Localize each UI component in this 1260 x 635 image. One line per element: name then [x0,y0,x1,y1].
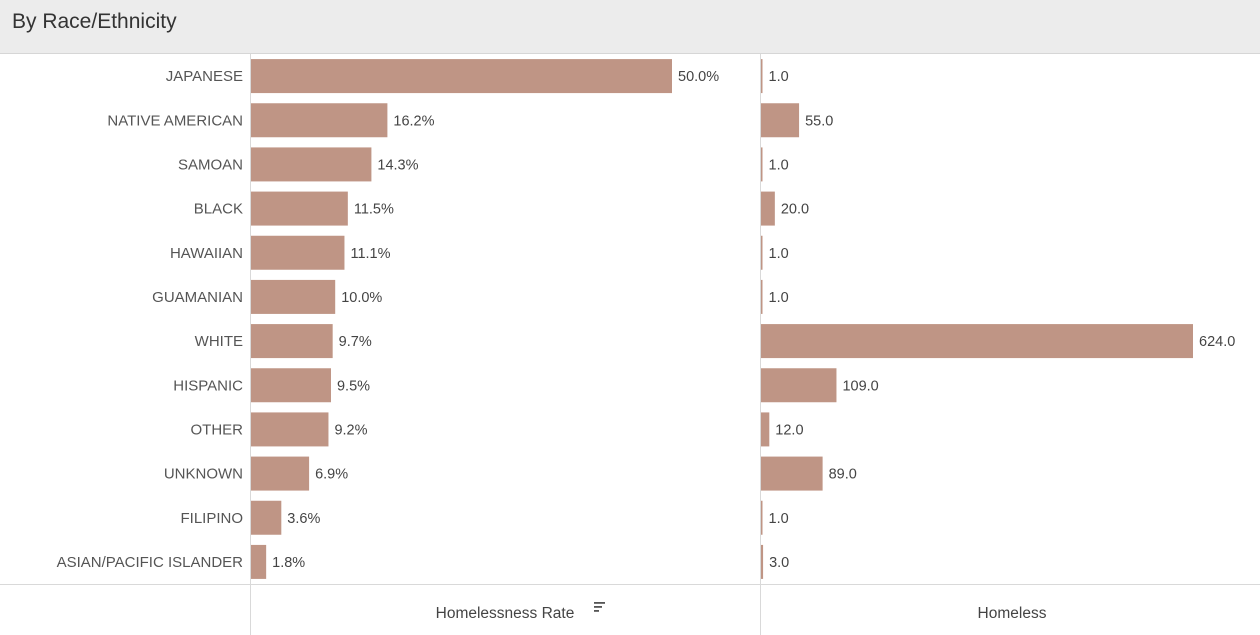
homeless-value-label: 55.0 [805,113,833,129]
homeless-value-label: 1.0 [769,246,789,262]
rate-bar [251,235,345,270]
rate-bar [251,191,348,226]
rate-value-label: 50.0% [678,69,719,85]
homeless-value-label: 1.0 [769,511,789,527]
homeless-bar [761,324,1193,359]
homeless-value-label: 1.0 [769,290,789,306]
homeless-bar [761,235,763,270]
category-label: BLACK [194,201,243,218]
rate-bar [251,279,336,314]
homeless-axis-title: Homeless [978,605,1047,622]
category-label: FILIPINO [180,510,243,527]
rate-value-label: 9.2% [334,422,367,438]
category-label: GUAMANIAN [152,289,243,306]
sort-descending-icon[interactable] [594,602,605,612]
category-label: HAWAIIAN [170,245,243,262]
rate-bar [251,324,333,359]
homeless-value-label: 12.0 [775,422,803,438]
rate-value-label: 3.6% [287,511,320,527]
homeless-bar [761,456,823,491]
homeless-value-label: 1.0 [769,69,789,85]
homeless-bar [761,279,763,314]
category-label: UNKNOWN [164,466,243,483]
category-label: OTHER [191,421,244,438]
rate-bar [251,500,282,535]
rate-value-label: 11.1% [350,246,390,262]
homeless-value-label: 1.0 [769,157,789,173]
homeless-value-label: 109.0 [842,378,878,394]
category-label: SAMOAN [178,156,243,173]
category-label: JAPANESE [166,68,243,85]
rate-bar [251,544,267,579]
homeless-bar [761,147,763,182]
homeless-value-label: 89.0 [829,467,857,483]
chart-header: By Race/Ethnicity [0,0,1260,54]
homeless-bar [761,412,770,447]
homeless-value-label: 624.0 [1199,334,1235,350]
homeless-value-label: 3.0 [769,555,789,571]
rate-value-label: 9.5% [337,378,370,394]
rate-bar [251,103,388,138]
rate-bar [251,59,672,94]
homeless-bar [761,191,775,226]
homeless-bar [761,500,763,535]
rate-value-label: 1.8% [272,555,305,571]
homelessness-rate-axis-title: Homelessness Rate [436,605,575,622]
homeless-bar [761,544,764,579]
homeless-bar [761,368,837,403]
category-label: WHITE [195,333,243,350]
category-label: ASIAN/PACIFIC ISLANDER [57,554,244,571]
rate-bar [251,412,329,447]
category-label: NATIVE AMERICAN [107,112,243,129]
rate-bar [251,147,372,182]
rate-value-label: 6.9% [315,467,348,483]
rate-bar [251,456,310,491]
rate-value-label: 14.3% [377,157,418,173]
category-label: HISPANIC [173,377,243,394]
chart-title: By Race/Ethnicity [12,10,177,33]
homeless-value-label: 20.0 [781,202,809,218]
rate-value-label: 16.2% [393,113,434,129]
homeless-bar [761,59,763,94]
rate-bar [251,368,331,403]
homeless-bar [761,103,800,138]
rate-value-label: 10.0% [341,290,382,306]
rate-value-label: 11.5% [354,202,394,218]
rate-value-label: 9.7% [339,334,372,350]
